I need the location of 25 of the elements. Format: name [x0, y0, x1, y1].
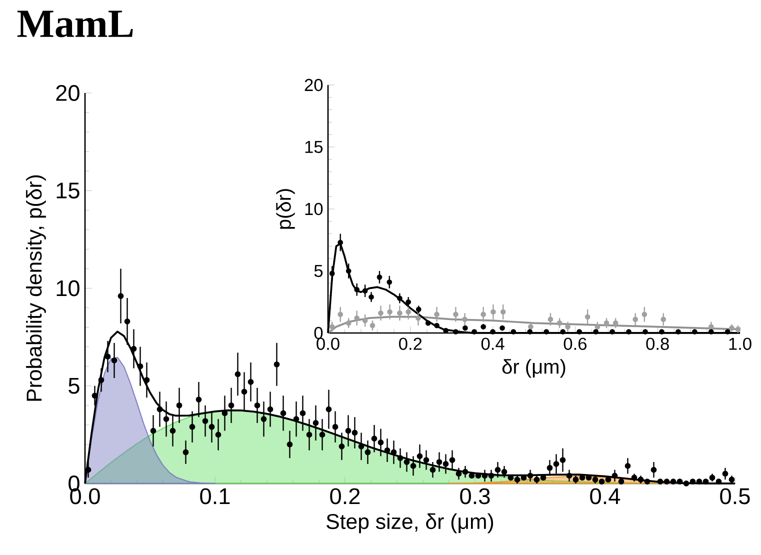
- x-tick-label: 1.0: [729, 338, 752, 350]
- x-tick-label: 0.1: [200, 488, 230, 504]
- x-tick-label: 0.2: [330, 488, 360, 504]
- y-axis-title: p(δr): [276, 189, 295, 229]
- x-axis-title: Step size, δr (μm): [326, 513, 494, 534]
- y-tick-label: 15: [56, 182, 80, 199]
- x-tick-label: 0.6: [564, 338, 586, 350]
- x-tick-label: 0.3: [460, 488, 490, 504]
- chart-title: MamL: [17, 10, 133, 38]
- y-tick-label: 20: [304, 78, 323, 92]
- y-tick-label: 5: [314, 264, 323, 278]
- y-axis-title: Probability density, p(δr): [26, 175, 46, 401]
- y-tick-label: 10: [56, 280, 80, 296]
- x-axis-title: δr (μm): [502, 359, 566, 378]
- x-tick-label: 0.4: [590, 488, 620, 504]
- y-tick-label: 15: [305, 140, 323, 154]
- x-tick-label: 0.0: [316, 338, 340, 350]
- y-tick-label: 5: [68, 378, 80, 394]
- y-tick-label: 0: [314, 326, 323, 340]
- x-tick-label: 0.5: [720, 488, 750, 504]
- y-tick-label: 20: [56, 84, 80, 102]
- x-tick-label: 0.4: [481, 338, 504, 350]
- y-tick-label: 10: [305, 202, 323, 216]
- x-tick-label: 0.2: [399, 338, 422, 350]
- x-tick-label: 0.8: [646, 338, 669, 350]
